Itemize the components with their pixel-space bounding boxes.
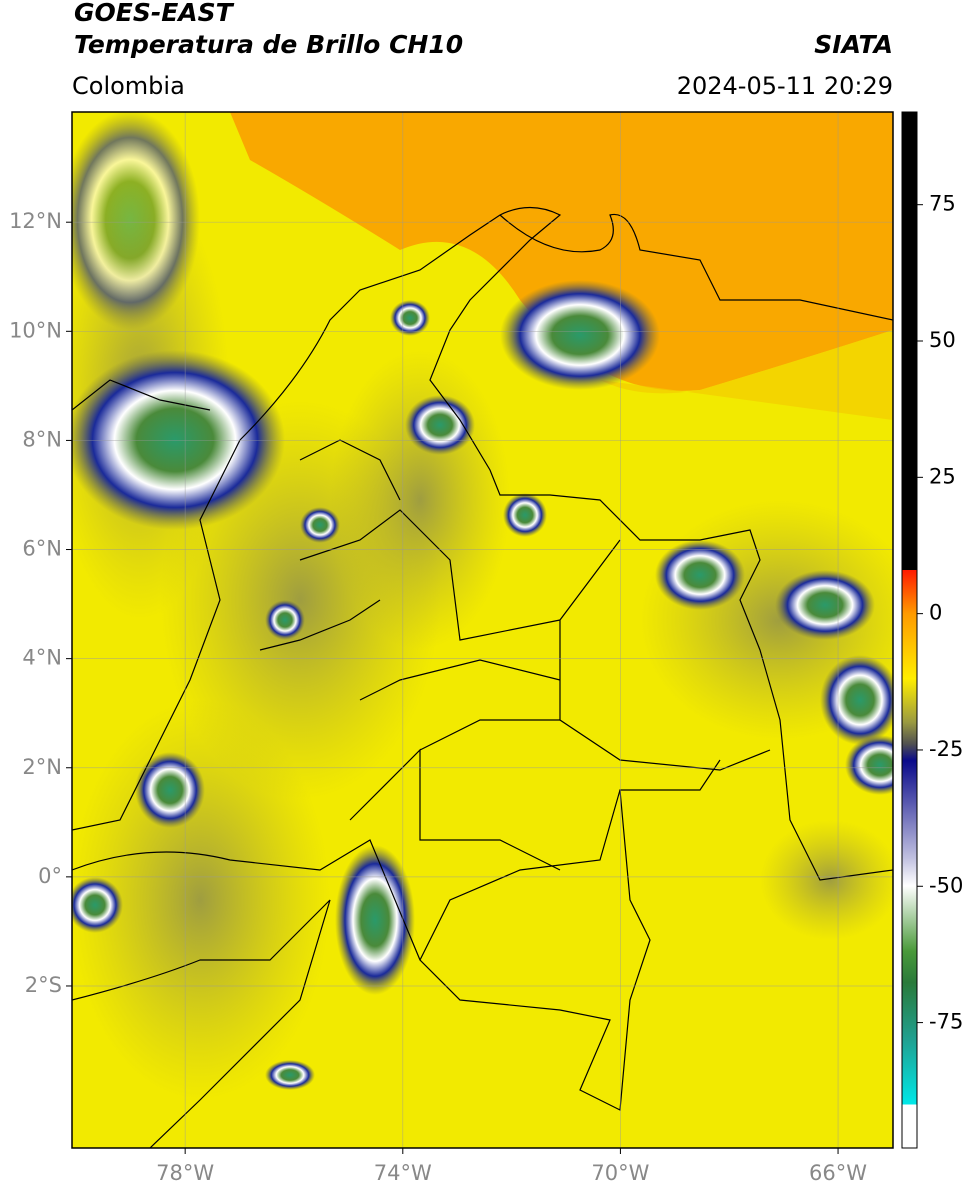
x-tick-label: 70°W bbox=[591, 1161, 649, 1185]
x-tick-label: 78°W bbox=[156, 1161, 214, 1185]
y-tick-label: 12°N bbox=[9, 209, 62, 233]
y-tick-label: 8°N bbox=[22, 427, 62, 451]
colorbar-tick-label: 25 bbox=[929, 464, 956, 488]
y-tick-label: 10°N bbox=[9, 318, 62, 342]
datetime: 2024-05-11 20:29 bbox=[677, 72, 893, 100]
y-tick-label: 2°S bbox=[25, 973, 62, 997]
colorbar-tick-label: -50 bbox=[929, 873, 963, 897]
region: Colombia bbox=[72, 72, 185, 100]
x-tick-label: 66°W bbox=[809, 1161, 867, 1185]
title: GOES-EAST bbox=[74, 0, 235, 27]
grid bbox=[72, 112, 893, 1148]
colorbar-tick-label: -25 bbox=[929, 737, 963, 761]
subtitle: Temperatura de Brillo CH10 bbox=[74, 30, 463, 59]
y-tick-label: 6°N bbox=[22, 537, 62, 561]
satellite-image bbox=[72, 112, 893, 1148]
x-tick-label: 74°W bbox=[374, 1161, 432, 1185]
y-tick-label: 0° bbox=[38, 864, 62, 888]
colorbar-tick-label: 50 bbox=[929, 328, 956, 352]
y-tick-label: 4°N bbox=[22, 646, 62, 670]
brand: SIATA bbox=[814, 30, 893, 59]
colorbar-tick-label: 75 bbox=[929, 192, 956, 216]
colorbar-tick-label: -75 bbox=[929, 1010, 963, 1034]
colorbar bbox=[901, 111, 918, 1149]
map-frame bbox=[71, 111, 894, 1149]
colorbar-tick-label: 0 bbox=[929, 601, 942, 625]
y-tick-label: 2°N bbox=[22, 755, 62, 779]
